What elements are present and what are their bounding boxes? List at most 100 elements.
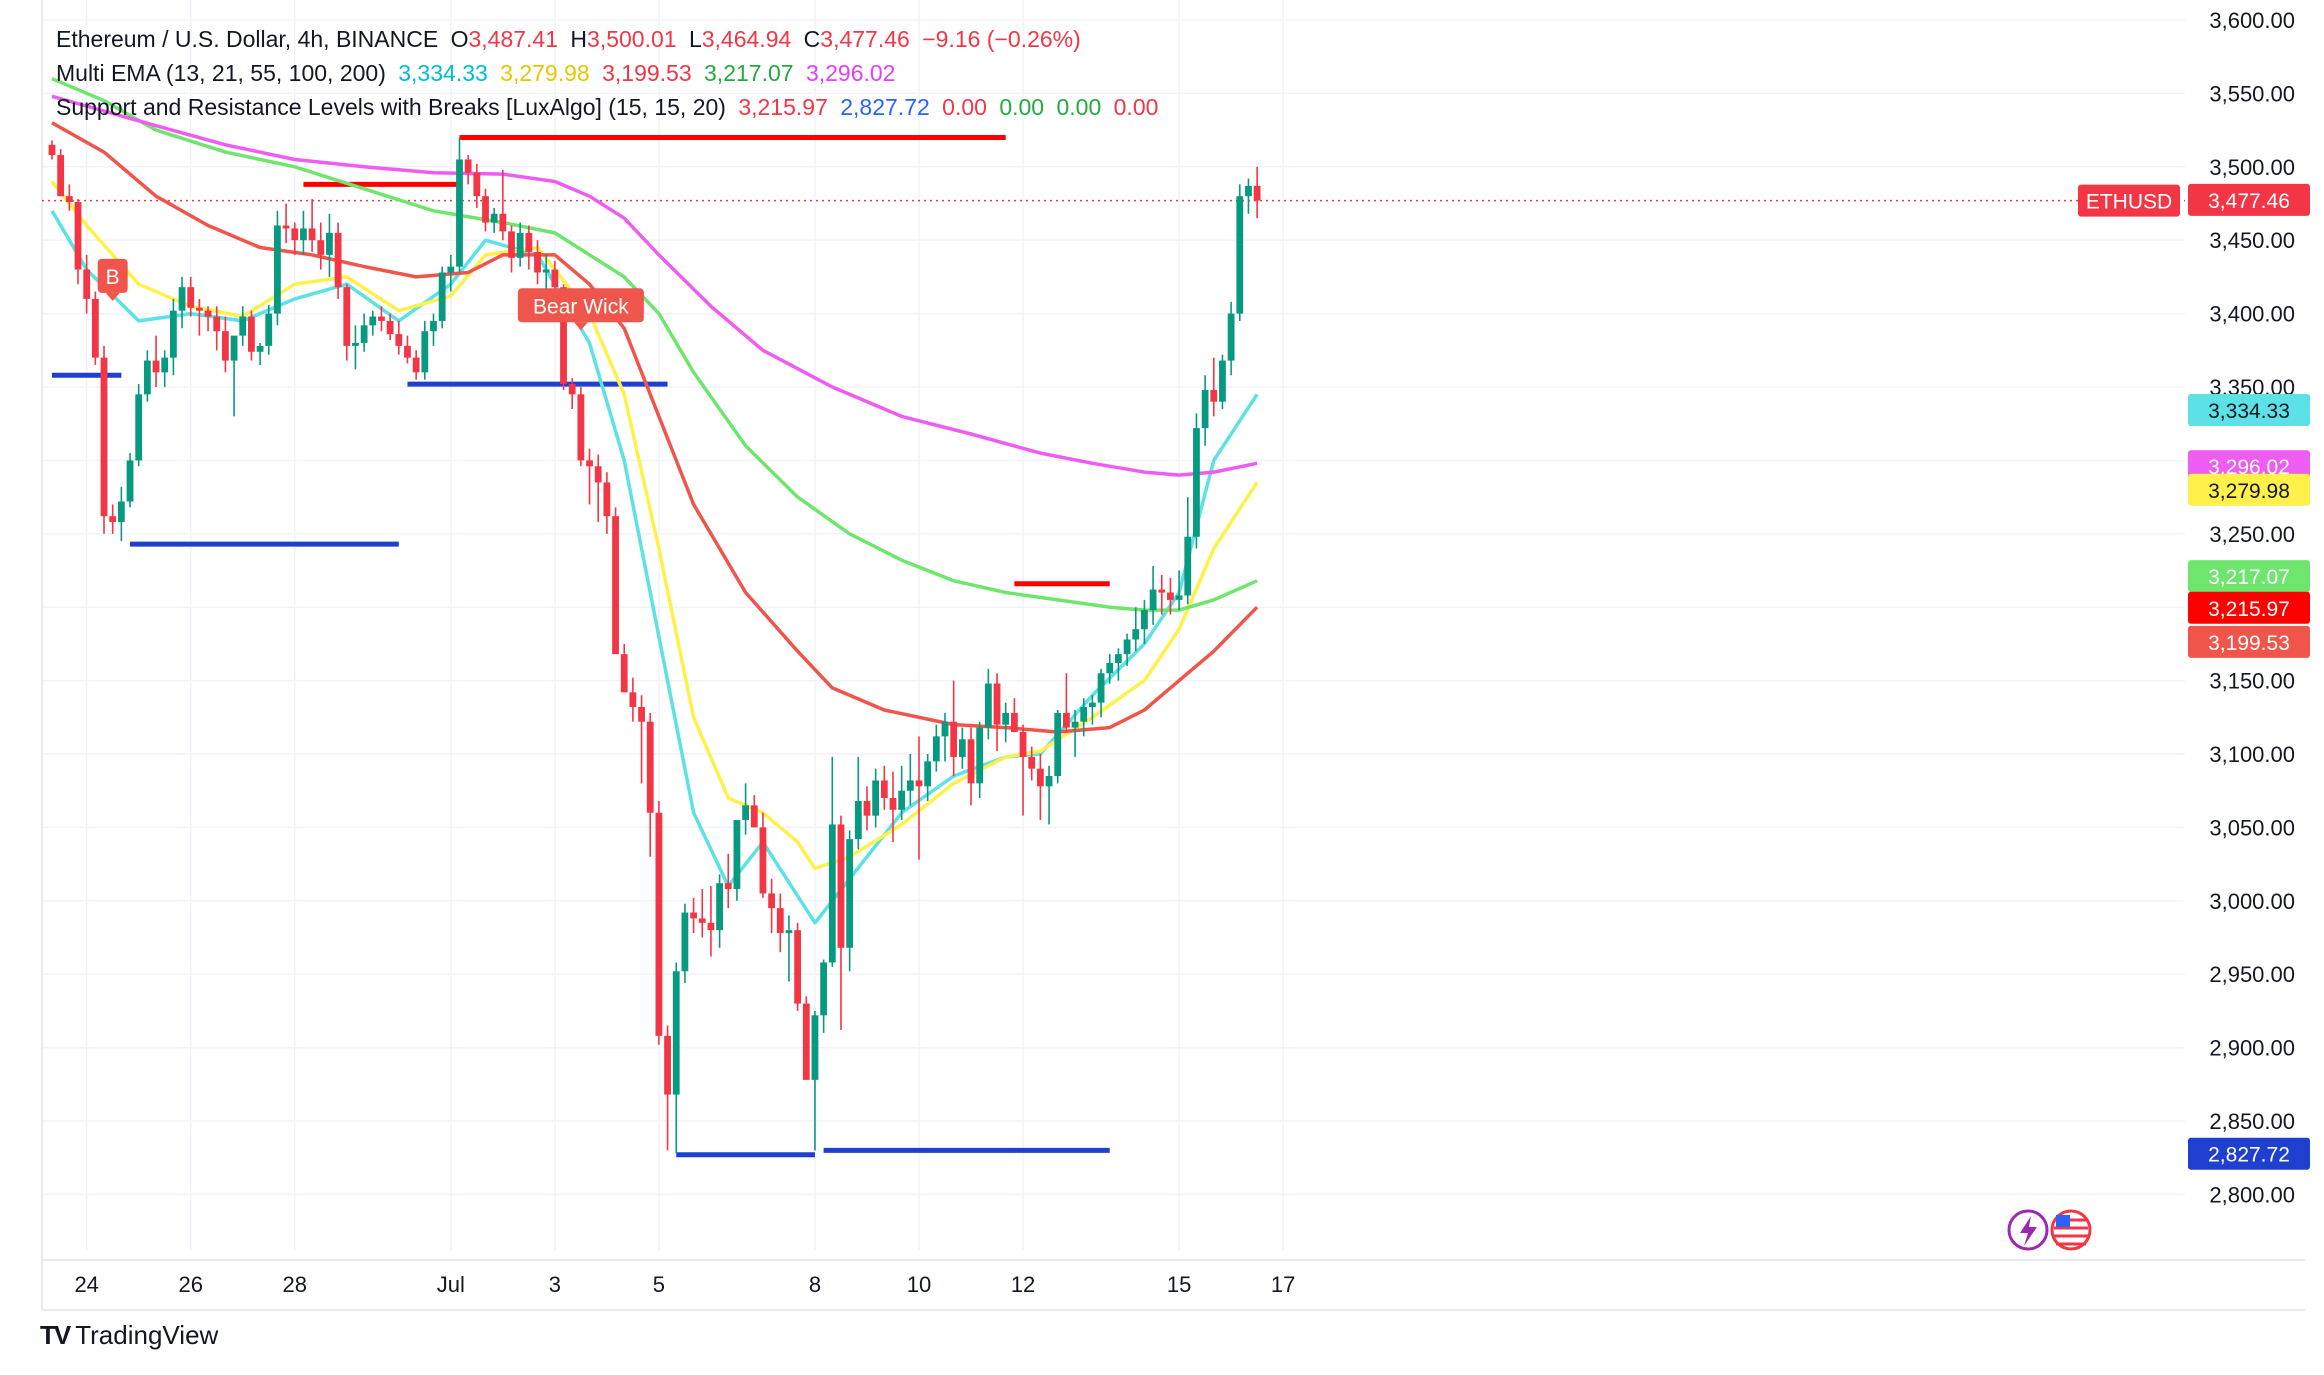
candle-body <box>880 780 888 799</box>
candle-body <box>473 172 481 197</box>
candle-body <box>958 739 966 757</box>
candle-body <box>291 228 299 241</box>
sr-support-value: 2,827.72 <box>840 94 930 120</box>
candle-body <box>594 466 602 483</box>
candle-body <box>837 824 845 948</box>
ema21-line <box>50 180 1259 871</box>
candle-body <box>802 1003 810 1080</box>
candle-body <box>317 240 325 255</box>
time-tick-label: 15 <box>1167 1272 1191 1297</box>
candle-body <box>551 269 559 288</box>
candle-body <box>534 251 541 273</box>
candle-body <box>1080 707 1088 722</box>
ema13-value: 3,334.33 <box>398 60 488 86</box>
candle-body <box>265 313 273 346</box>
candle-body <box>195 307 203 311</box>
candle-body <box>811 1015 819 1080</box>
time-tick-label: 5 <box>653 1272 665 1297</box>
price-tag-box <box>2188 1137 2310 1170</box>
change-value: −9.16 (−0.26%) <box>922 26 1081 52</box>
price-tag-box <box>2188 560 2310 593</box>
candle-body <box>117 501 125 523</box>
candle-body <box>169 310 177 358</box>
sr-resistance-value: 3,215.97 <box>738 94 828 120</box>
candle-body <box>404 345 411 358</box>
candle-body <box>161 357 169 373</box>
candle-body <box>386 320 394 335</box>
legend-sr-row[interactable]: Support and Resistance Levels with Break… <box>56 94 1164 121</box>
candle-body <box>83 269 91 299</box>
sr-value-4: 0.00 <box>999 94 1045 120</box>
candle-body <box>447 266 455 273</box>
candle-body <box>152 360 160 373</box>
ema200-value: 3,296.02 <box>805 60 896 86</box>
candle-body <box>950 721 958 757</box>
candle-body <box>1201 389 1209 429</box>
signal-marker-box <box>97 258 128 293</box>
legend-symbol-row[interactable]: Ethereum / U.S. Dollar, 4h, BINANCE O3,4… <box>56 26 1087 53</box>
ema55-line <box>51 121 1259 734</box>
candle-body <box>421 331 429 373</box>
candle-body <box>915 780 923 787</box>
candle-body <box>698 918 706 923</box>
time-axis[interactable]: 24 26 28 Jul 3 5 8 10 12 15 17 <box>74 1272 1295 1297</box>
candle-body <box>48 144 56 156</box>
candle-body <box>1106 662 1114 674</box>
price-tag-value: 3,279.98 <box>2208 480 2290 503</box>
candle-body <box>1193 428 1200 537</box>
candle-body <box>74 202 82 270</box>
candle-body <box>629 692 637 708</box>
sr-value-3: 0.00 <box>942 94 987 120</box>
candle-body <box>1184 536 1192 596</box>
ticker-tag-box <box>2078 184 2180 217</box>
candle-body <box>863 800 871 816</box>
ema100-value: 3,217.07 <box>704 60 794 86</box>
candle-body <box>1054 712 1062 777</box>
price-tag-box <box>2188 473 2310 506</box>
tradingview-footer[interactable]: TV TradingView <box>40 1320 218 1351</box>
candle-body <box>343 287 351 346</box>
signal-marker-pointer <box>105 292 120 301</box>
candle-body <box>438 272 446 321</box>
price-tag-box <box>2188 394 2310 427</box>
candle-body <box>1227 313 1235 361</box>
price-tag-value: 3,296.02 <box>2208 456 2290 479</box>
candle-body <box>794 930 802 1004</box>
flag-canton-icon <box>2056 1215 2070 1227</box>
price-tick-label: 3,550.00 <box>2209 81 2295 106</box>
candle-body <box>516 232 524 258</box>
candle-body <box>109 516 117 523</box>
price-tick-label: 3,250.00 <box>2209 522 2295 547</box>
candle-body <box>126 460 134 502</box>
candle-body <box>941 721 949 737</box>
ema21-value: 3,279.98 <box>500 60 590 86</box>
high-label: H <box>570 26 588 52</box>
candle-body <box>577 394 585 461</box>
price-tick-label: 3,600.00 <box>2209 8 2295 33</box>
price-tick-label: 3,050.00 <box>2209 815 2295 840</box>
candle-body <box>976 727 984 784</box>
price-tag-value: 3,477.46 <box>2208 190 2290 213</box>
candle-body <box>1019 731 1027 757</box>
candle-body <box>898 790 906 810</box>
candle-body <box>655 812 663 1036</box>
ohlc-low: L3,464.94 <box>689 26 791 52</box>
ema55-value: 3,199.53 <box>602 60 692 86</box>
candle-body <box>178 287 186 311</box>
candle-body <box>889 798 897 810</box>
candle-body <box>464 159 472 173</box>
candle-body <box>1002 712 1010 725</box>
candle-body <box>525 232 533 252</box>
candle-body <box>1236 196 1244 314</box>
candle-body <box>672 971 680 1095</box>
candle-body <box>872 780 880 816</box>
legend-ema-row[interactable]: Multi EMA (13, 21, 55, 100, 200) 3,334.3… <box>56 60 901 87</box>
candle-body <box>1175 595 1183 600</box>
ticker-tag-label: ETHUSD <box>2086 191 2172 214</box>
candle-body <box>664 1035 671 1095</box>
candle-body <box>100 357 108 517</box>
candle-body <box>1089 702 1096 708</box>
time-tick-label: 17 <box>1271 1272 1295 1297</box>
time-tick-label: 28 <box>283 1272 307 1297</box>
